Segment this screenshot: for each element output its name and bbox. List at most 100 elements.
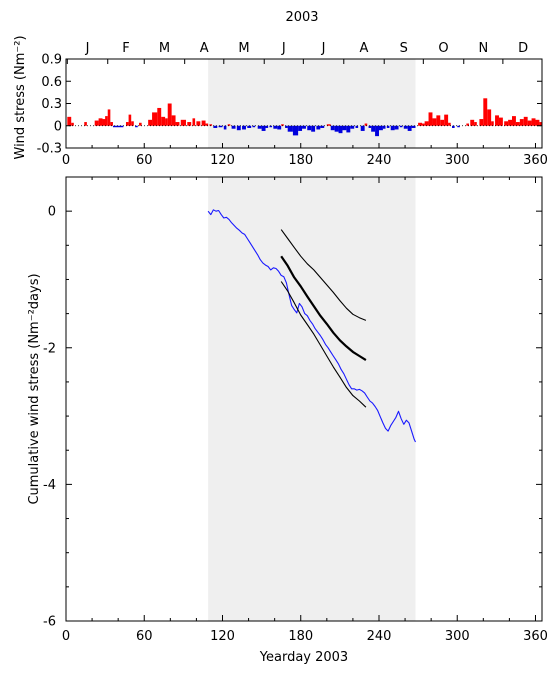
stress-bar-83	[440, 119, 445, 126]
stress-bar-12	[131, 121, 134, 126]
top-xtick-label-3: 180	[288, 153, 313, 168]
bottom-ylabel: Cumulative wind stress (Nm⁻²days)	[27, 273, 42, 504]
stress-bar-44	[277, 125, 282, 130]
top-xtick-label-0: 0	[62, 153, 70, 168]
top-ytick-label-1: 0	[54, 119, 62, 134]
stress-bar-87	[457, 125, 460, 128]
upper-bound-line	[280, 229, 367, 321]
stress-bar-84	[444, 114, 449, 126]
stress-bar-85	[448, 122, 451, 126]
top-ytick-label-3: 0.6	[41, 75, 62, 90]
stress-bar-13	[135, 125, 138, 128]
stress-bar-106	[539, 122, 542, 126]
stress-bar-47	[287, 125, 293, 132]
stress-bar-98	[508, 119, 513, 126]
bottom-panel: 0 60 120 180 240 300 360 0 -2 -4 -6 Yearday 2003 Cum…	[27, 176, 548, 665]
cumulative-line	[207, 209, 416, 443]
stress-bar-40	[261, 125, 266, 131]
stress-bar-7	[107, 109, 111, 126]
month-label-6: J	[321, 41, 326, 56]
top-shaded-period	[208, 59, 416, 148]
stress-bar-79	[424, 121, 429, 126]
stress-bar-31	[218, 125, 223, 128]
stress-bar-45	[281, 124, 284, 126]
stress-bar-94	[491, 121, 494, 126]
stress-bar-92	[483, 98, 488, 126]
stress-bar-41	[265, 125, 269, 128]
bottom-ytick-label-1: -2	[43, 341, 56, 356]
top-xtick-label-5: 300	[445, 153, 470, 168]
bottom-xtick-label-3: 180	[288, 629, 313, 644]
month-label-1: F	[122, 41, 129, 56]
stress-bar-52	[311, 125, 316, 132]
bottom-xtick-label-2: 120	[210, 629, 235, 644]
stress-bar-104	[531, 118, 536, 126]
stress-bar-17	[157, 107, 162, 126]
stress-bar-15	[148, 119, 153, 126]
stress-bar-55	[326, 124, 331, 126]
stress-bar-24	[187, 122, 192, 126]
stress-bar-62	[355, 125, 359, 128]
top-xtick-label-4: 240	[367, 153, 392, 168]
stress-bar-33	[227, 124, 231, 126]
stress-bar-28	[205, 123, 209, 126]
stress-bar-46	[285, 125, 288, 128]
stress-bar-53	[316, 125, 321, 130]
month-label-5: J	[281, 41, 286, 56]
stress-bar-50	[302, 125, 306, 129]
top-ytick-label-2: 0.3	[41, 97, 62, 112]
stress-bar-34	[231, 125, 236, 129]
stress-bar-86	[452, 125, 455, 128]
stress-bar-78	[422, 123, 425, 126]
stress-bar-57	[334, 125, 339, 132]
month-label-4: M	[238, 41, 249, 56]
stress-bar-67	[375, 125, 379, 137]
stress-bar-93	[487, 109, 492, 126]
stress-bar-91	[479, 119, 484, 126]
bottom-xtick-label-5: 300	[445, 629, 470, 644]
stress-bar-27	[201, 120, 206, 126]
bottom-ytick-label-3: -6	[43, 615, 56, 630]
stress-bar-61	[350, 125, 355, 129]
stress-bar-11	[128, 114, 132, 126]
stress-bar-68	[378, 125, 383, 131]
bottom-ytick-label-0: 0	[48, 205, 56, 220]
bottom-plot-frame	[65, 176, 543, 622]
stress-bar-39	[257, 125, 262, 129]
top-xtick-label-2: 120	[210, 153, 235, 168]
top-xtick-label-6: 360	[523, 153, 548, 168]
stress-bar-22	[175, 122, 180, 126]
stress-bar-102	[523, 116, 528, 126]
stress-bar-18	[161, 116, 166, 126]
stress-bar-8	[110, 122, 113, 126]
month-label-8: S	[400, 41, 408, 56]
stress-bar-30	[213, 125, 218, 128]
stress-bar-42	[269, 125, 273, 128]
stress-bar-65	[368, 125, 372, 128]
stress-bar-26	[196, 121, 201, 126]
month-label-2: M	[159, 41, 170, 56]
bottom-xtick-label-4: 240	[367, 629, 392, 644]
stress-bar-35	[236, 125, 241, 131]
bottom-ytick-label-2: -4	[43, 478, 56, 493]
top-ytick-label-4: 0.9	[41, 53, 62, 68]
lower-bound-line	[280, 281, 367, 408]
top-ytick-label-0: -0.3	[37, 142, 62, 157]
stress-bar-90	[474, 122, 477, 126]
stress-bar-58	[338, 125, 343, 134]
stress-bar-21	[171, 115, 176, 126]
month-label-10: N	[478, 41, 488, 56]
top-xtick-label-1: 60	[136, 153, 153, 168]
stress-bar-81	[432, 118, 437, 126]
stress-bar-1	[71, 122, 74, 126]
top-ylabel: Wind stress (Nm⁻²)	[13, 35, 28, 159]
stress-bar-101	[519, 119, 524, 126]
stress-bar-105	[535, 119, 540, 126]
stress-bar-88	[466, 123, 469, 126]
stress-bar-25	[192, 118, 196, 126]
figure-title: 2003	[285, 10, 318, 25]
stress-bar-60	[346, 125, 351, 133]
bottom-xtick-label-6: 360	[523, 629, 548, 644]
bottom-xtick-label-0: 0	[62, 629, 70, 644]
